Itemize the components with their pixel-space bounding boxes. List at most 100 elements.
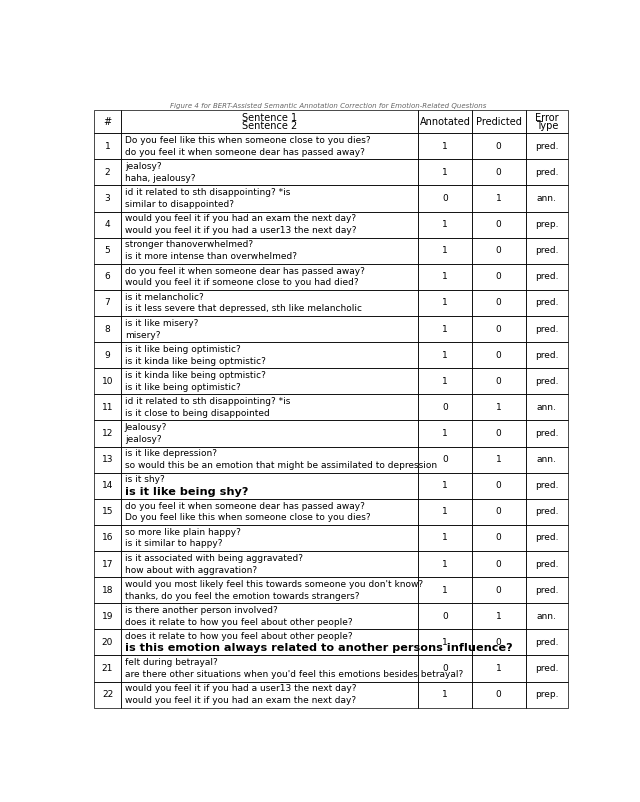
- Bar: [525, 212, 568, 237]
- Bar: [121, 110, 418, 133]
- Text: so would this be an emotion that might be assimilated to depression: so would this be an emotion that might b…: [125, 461, 437, 470]
- Bar: [121, 447, 418, 472]
- Text: 1: 1: [442, 429, 448, 438]
- Bar: [94, 655, 121, 682]
- Text: is it like depression?: is it like depression?: [125, 449, 217, 458]
- Text: jealosy?: jealosy?: [125, 162, 161, 171]
- Text: 0: 0: [496, 273, 502, 282]
- Text: #: #: [104, 116, 111, 127]
- Bar: [472, 185, 525, 212]
- Bar: [525, 551, 568, 577]
- Bar: [472, 577, 525, 603]
- Text: id it related to sth disappointing? *is: id it related to sth disappointing? *is: [125, 188, 291, 197]
- Text: 1: 1: [496, 194, 502, 203]
- Bar: [121, 160, 418, 185]
- Bar: [94, 133, 121, 160]
- Text: Type: Type: [536, 121, 558, 132]
- Bar: [472, 682, 525, 707]
- Text: 0: 0: [442, 612, 448, 621]
- Text: do you feel it when someone dear has passed away?: do you feel it when someone dear has pas…: [125, 148, 365, 156]
- Text: are there other situations when you'd feel this emotions besides betrayal?: are there other situations when you'd fe…: [125, 670, 463, 679]
- Bar: [418, 290, 472, 316]
- Text: pred.: pred.: [535, 377, 559, 386]
- Text: pred.: pred.: [535, 585, 559, 594]
- Text: 13: 13: [102, 455, 113, 464]
- Text: 14: 14: [102, 481, 113, 490]
- Text: 7: 7: [104, 298, 110, 307]
- Text: is it kinda like being optmistic?: is it kinda like being optmistic?: [125, 357, 266, 366]
- Text: pred.: pred.: [535, 429, 559, 438]
- Bar: [94, 264, 121, 290]
- Text: prep.: prep.: [535, 220, 559, 229]
- Text: 1: 1: [442, 560, 448, 569]
- Bar: [94, 682, 121, 707]
- Text: pred.: pred.: [535, 508, 559, 516]
- Text: is it shy?: is it shy?: [125, 476, 164, 484]
- Text: 12: 12: [102, 429, 113, 438]
- Text: jealosy?: jealosy?: [125, 435, 161, 444]
- Text: is it melancholic?: is it melancholic?: [125, 293, 204, 302]
- Text: 0: 0: [496, 560, 502, 569]
- Bar: [94, 237, 121, 264]
- Bar: [418, 160, 472, 185]
- Text: pred.: pred.: [535, 533, 559, 542]
- Text: pred.: pred.: [535, 142, 559, 151]
- Text: ann.: ann.: [537, 194, 557, 203]
- Bar: [472, 551, 525, 577]
- Bar: [418, 185, 472, 212]
- Bar: [472, 237, 525, 264]
- Text: thanks, do you feel the emotion towards strangers?: thanks, do you feel the emotion towards …: [125, 592, 360, 601]
- Bar: [94, 472, 121, 499]
- Text: pred.: pred.: [535, 481, 559, 490]
- Bar: [418, 316, 472, 342]
- Bar: [418, 577, 472, 603]
- Text: 1: 1: [442, 325, 448, 334]
- Text: felt during betrayal?: felt during betrayal?: [125, 658, 218, 667]
- Bar: [94, 420, 121, 447]
- Text: Sentence 2: Sentence 2: [242, 121, 297, 132]
- Bar: [121, 655, 418, 682]
- Text: is it like misery?: is it like misery?: [125, 318, 198, 328]
- Bar: [121, 316, 418, 342]
- Bar: [121, 577, 418, 603]
- Text: Figure 4 for BERT-Assisted Semantic Annotation Correction for Emotion-Related Qu: Figure 4 for BERT-Assisted Semantic Anno…: [170, 103, 486, 108]
- Text: 1: 1: [442, 481, 448, 490]
- Bar: [418, 525, 472, 551]
- Text: 1: 1: [442, 638, 448, 647]
- Bar: [525, 342, 568, 368]
- Bar: [525, 577, 568, 603]
- Bar: [418, 630, 472, 655]
- Text: how about with aggravation?: how about with aggravation?: [125, 565, 257, 574]
- Text: is it less severe that depressed, sth like melancholic: is it less severe that depressed, sth li…: [125, 305, 362, 314]
- Bar: [472, 447, 525, 472]
- Text: Error: Error: [535, 113, 559, 123]
- Bar: [525, 237, 568, 264]
- Text: 1: 1: [442, 298, 448, 307]
- Bar: [94, 368, 121, 395]
- Bar: [121, 551, 418, 577]
- Text: 0: 0: [442, 455, 448, 464]
- Bar: [525, 395, 568, 420]
- Bar: [121, 472, 418, 499]
- Bar: [94, 577, 121, 603]
- Text: 21: 21: [102, 664, 113, 673]
- Text: 20: 20: [102, 638, 113, 647]
- Bar: [525, 603, 568, 630]
- Text: 0: 0: [496, 298, 502, 307]
- Bar: [418, 368, 472, 395]
- Bar: [121, 395, 418, 420]
- Bar: [94, 525, 121, 551]
- Text: does it relate to how you feel about other people?: does it relate to how you feel about oth…: [125, 618, 353, 626]
- Text: would you feel it if you had an exam the next day?: would you feel it if you had an exam the…: [125, 214, 356, 223]
- Text: Sentence 1: Sentence 1: [242, 113, 297, 123]
- Bar: [121, 342, 418, 368]
- Bar: [94, 110, 121, 133]
- Text: pred.: pred.: [535, 298, 559, 307]
- Bar: [418, 447, 472, 472]
- Text: 1: 1: [496, 612, 502, 621]
- Text: would you feel it if you had a user13 the next day?: would you feel it if you had a user13 th…: [125, 684, 356, 693]
- Bar: [472, 110, 525, 133]
- Bar: [525, 682, 568, 707]
- Bar: [525, 447, 568, 472]
- Bar: [525, 420, 568, 447]
